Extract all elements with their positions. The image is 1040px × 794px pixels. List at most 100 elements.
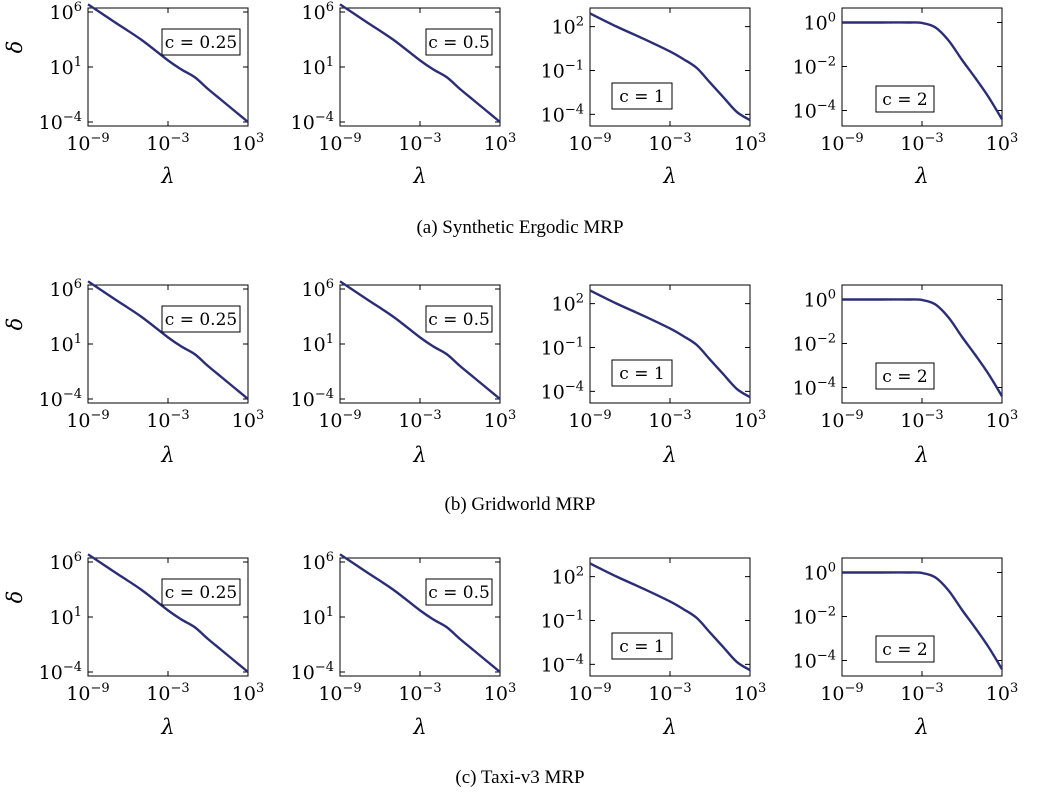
x-tick-label-exponent: 3: [256, 408, 264, 423]
x-axis-label: λ: [662, 443, 676, 467]
plot-frame: [87, 284, 249, 404]
x-tick-label-exponent: −3: [423, 131, 442, 146]
y-tick-label: 106: [302, 0, 334, 24]
x-tick-label-base: 10: [820, 410, 844, 432]
x-tick-label-base: 10: [398, 410, 422, 432]
x-tick-label: 10−3: [398, 131, 441, 155]
x-tick-label-base: 10: [146, 133, 170, 155]
x-tick-label-exponent: 3: [256, 131, 264, 146]
x-axis-label: λ: [160, 443, 174, 467]
x-tick-label-base: 10: [568, 133, 592, 155]
x-tick-label-base: 10: [484, 683, 508, 705]
x-tick-label-exponent: 3: [758, 131, 766, 146]
y-tick-label-exponent: −4: [315, 387, 334, 402]
x-tick-label-base: 10: [66, 683, 90, 705]
x-tick-label: 10−9: [66, 408, 109, 432]
y-tick-label-exponent: 6: [326, 0, 334, 15]
x-tick-label-base: 10: [398, 683, 422, 705]
x-tick-label-exponent: −9: [343, 408, 362, 423]
y-tick-label-exponent: 2: [576, 565, 584, 580]
annotation-label: c = 1: [619, 364, 664, 384]
annotation-label: c = 2: [882, 640, 927, 660]
annotation-box: [875, 85, 935, 113]
y-tick-label-exponent: 6: [74, 0, 82, 15]
x-tick-label-base: 10: [484, 410, 508, 432]
y-tick-label-exponent: 1: [326, 605, 334, 620]
x-tick-label: 10−3: [146, 681, 189, 705]
y-tick-label-exponent: 2: [576, 292, 584, 307]
figure-caption: (b) Gridworld MRP: [445, 494, 596, 515]
series-line-0: [842, 298, 1004, 397]
plot-frame: [87, 557, 249, 677]
x-tick-label-exponent: −3: [673, 408, 692, 423]
figure-caption: (c) Taxi-v3 MRP: [455, 767, 584, 788]
y-tick-label-exponent: −4: [817, 375, 836, 390]
x-tick-label-base: 10: [734, 410, 758, 432]
x-tick-label-base: 10: [900, 133, 924, 155]
y-tick-label-exponent: −2: [817, 331, 836, 346]
annotation-box: [875, 635, 935, 663]
y-tick-label: 106: [50, 0, 82, 24]
series-line-0: [589, 12, 751, 122]
series-line-0: [842, 21, 1004, 120]
x-tick-label: 10−3: [398, 681, 441, 705]
annotation-label: c = 0.25: [165, 583, 237, 603]
x-tick-label: 103: [232, 408, 264, 432]
y-tick-label-base: 10: [552, 17, 576, 39]
annotation-box: [875, 362, 935, 390]
y-tick-label: 100: [804, 560, 836, 584]
series-line-0: [842, 571, 1004, 670]
x-tick-label-base: 10: [318, 410, 342, 432]
x-tick-label-base: 10: [318, 683, 342, 705]
x-tick-label-base: 10: [820, 683, 844, 705]
y-tick-label-base: 10: [39, 389, 63, 411]
x-tick-label: 10−9: [66, 131, 109, 155]
y-axis-label: δ: [3, 318, 27, 331]
annotation-label: c = 2: [882, 90, 927, 110]
y-tick-label-base: 10: [39, 662, 63, 684]
x-tick-label-exponent: −3: [925, 131, 944, 146]
x-tick-label: 10−3: [398, 408, 441, 432]
y-tick-label-exponent: 6: [74, 277, 82, 292]
y-tick-label: 10−4: [291, 660, 334, 684]
annotation-label: c = 1: [619, 87, 664, 107]
y-tick-label-base: 10: [793, 100, 817, 122]
y-tick-label: 10−4: [793, 98, 836, 122]
x-tick-label-exponent: 3: [1010, 408, 1018, 423]
y-tick-label-exponent: 6: [74, 550, 82, 565]
x-tick-label-exponent: −3: [925, 408, 944, 423]
y-tick-label-exponent: −4: [315, 110, 334, 125]
y-tick-label-base: 10: [804, 289, 828, 311]
y-tick-label-exponent: −4: [315, 660, 334, 675]
x-tick-label-base: 10: [318, 133, 342, 155]
x-tick-label-exponent: −3: [673, 681, 692, 696]
y-tick-label-exponent: −4: [63, 660, 82, 675]
y-tick-label-base: 10: [541, 654, 565, 676]
y-tick-label-base: 10: [50, 334, 74, 356]
y-tick-label: 10−4: [793, 375, 836, 399]
x-tick-label-exponent: 3: [758, 408, 766, 423]
x-tick-label: 10−3: [900, 681, 943, 705]
y-tick-label-exponent: 0: [828, 10, 836, 25]
x-tick-label: 10−9: [66, 681, 109, 705]
x-tick-label-exponent: 3: [1010, 131, 1018, 146]
x-tick-label: 10−3: [146, 408, 189, 432]
y-tick-label: 100: [804, 287, 836, 311]
x-tick-label: 10−3: [648, 681, 691, 705]
x-tick-label: 10−3: [146, 131, 189, 155]
x-tick-label: 103: [986, 408, 1018, 432]
x-tick-label-base: 10: [568, 683, 592, 705]
x-tick-label-base: 10: [568, 410, 592, 432]
y-tick-label-base: 10: [793, 333, 817, 355]
x-tick-label-exponent: 3: [508, 408, 516, 423]
x-tick-label: 103: [232, 131, 264, 155]
x-axis-label: λ: [412, 164, 426, 188]
y-tick-label-base: 10: [39, 112, 63, 134]
y-tick-label: 10−2: [793, 54, 836, 78]
y-tick-label-base: 10: [793, 606, 817, 628]
x-tick-label-exponent: −9: [593, 408, 612, 423]
y-tick-label: 10−4: [793, 648, 836, 672]
y-tick-label-base: 10: [302, 552, 326, 574]
